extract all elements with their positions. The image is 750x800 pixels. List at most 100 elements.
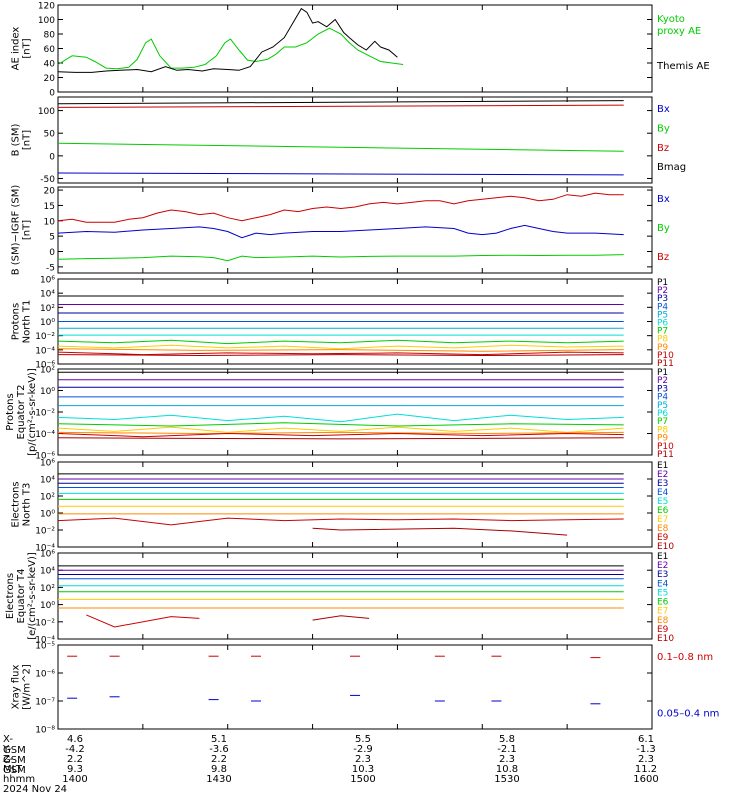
y-tick-label: 15 <box>44 202 55 212</box>
y-tick-label: 10⁻² <box>35 332 55 342</box>
y-axis-label: [e/(cm²-s-sr-keV)] <box>27 552 38 640</box>
y-tick-label: 10² <box>40 493 55 503</box>
legend-label: P6 <box>657 319 668 329</box>
footer-value: 1430 <box>206 774 232 785</box>
y-tick-label: 10⁻⁴ <box>35 544 55 554</box>
legend-label: P7 <box>657 417 668 427</box>
panel-frame <box>57 368 653 456</box>
y-axis-label: Protons <box>5 393 16 430</box>
series-line <box>57 348 624 352</box>
legend-label: 0.05–0.4 nm <box>657 709 719 720</box>
series-line <box>57 431 624 435</box>
legend-label: Bz <box>657 143 669 154</box>
legend-label: P11 <box>657 359 674 369</box>
footer-value: 2.3 <box>638 754 654 765</box>
y-tick-label: 10⁴ <box>40 476 55 486</box>
y-tick-label: 20 <box>44 74 56 84</box>
legend-label: P9 <box>657 343 668 353</box>
legend-label: proxy AE <box>657 26 701 37</box>
series-line <box>57 254 624 262</box>
series-line <box>86 614 200 628</box>
legend-label: By <box>657 123 670 134</box>
legend-label: E1 <box>657 552 668 562</box>
legend-label: By <box>657 223 670 234</box>
y-tick-label: 10⁻⁸ <box>35 726 55 735</box>
y-tick-label: 0 <box>49 152 55 162</box>
footer-value: -1.3 <box>636 744 656 755</box>
y-tick-label: 10⁰ <box>40 601 55 611</box>
footer-value: -3.6 <box>209 744 229 755</box>
footer-label: Y-GSM <box>3 744 26 766</box>
footer-value: 2.2 <box>67 754 83 765</box>
y-axis-label: Equator T2 <box>16 385 27 440</box>
legend-label: E5 <box>657 588 668 598</box>
y-tick-label: 60 <box>44 45 56 55</box>
series-line <box>57 517 624 526</box>
legend-label: P8 <box>657 425 668 435</box>
y-tick-label: 10⁶ <box>40 550 55 560</box>
legend-label: P8 <box>657 335 668 345</box>
legend-label: E3 <box>657 570 668 580</box>
legend-label: E4 <box>657 579 669 589</box>
legend-label: E4 <box>657 488 669 498</box>
y-tick-label: 100 <box>38 16 55 26</box>
legend-label: E9 <box>657 625 669 635</box>
series-line <box>57 100 624 105</box>
legend-label: E3 <box>657 479 668 489</box>
series-line <box>57 142 624 152</box>
panel-frame <box>57 186 653 274</box>
panel-frame <box>57 644 653 730</box>
y-tick-label: 50 <box>44 130 56 140</box>
series-line <box>312 615 370 621</box>
y-tick-label: 10⁻² <box>35 409 55 419</box>
legend-label: E9 <box>657 533 669 543</box>
footer-value: -2.9 <box>353 744 373 755</box>
y-axis-label: AE index <box>11 27 22 71</box>
footer-label: X-GSM <box>3 734 26 756</box>
series-line <box>312 527 568 536</box>
series-line <box>57 432 624 438</box>
legend-label: E6 <box>657 506 669 516</box>
y-tick-label: 120 <box>38 2 55 12</box>
legend-label: Kyoto <box>657 14 685 25</box>
panel-frame <box>57 96 653 184</box>
series-line <box>57 344 624 350</box>
y-tick-label: 0 <box>49 248 55 258</box>
footer-value: 5.8 <box>499 734 515 745</box>
y-tick-label: 0 <box>49 89 55 99</box>
footer-label: Z-GSM <box>3 754 26 776</box>
footer-value: 1530 <box>494 774 520 785</box>
series-line <box>57 437 624 440</box>
y-axis-label: Electrons <box>5 573 16 619</box>
legend-label: Bx <box>657 194 670 205</box>
y-tick-label: 10⁶ <box>40 459 55 469</box>
legend-label: P2 <box>657 286 668 296</box>
orbit-footer-table: X-GSM 4.6 5.1 5.5 5.8 6.1 Y-GSM -4.2 -3.… <box>0 734 750 800</box>
y-tick-label: 10² <box>40 366 55 376</box>
series-line <box>57 413 624 423</box>
legend-label: Bz <box>657 252 669 263</box>
legend-label: P10 <box>657 442 674 452</box>
legend-label: P2 <box>657 376 668 386</box>
footer-value: 2.3 <box>499 754 515 765</box>
series-line <box>57 351 624 356</box>
legend-label: P5 <box>657 310 668 320</box>
legend-label: P9 <box>657 434 668 444</box>
legend-label: E7 <box>657 607 668 617</box>
footer-date: 2024 Nov 24 <box>3 784 68 795</box>
legend-label: Themis AE <box>656 61 710 72</box>
legend-label: E6 <box>657 598 669 608</box>
y-tick-label: 10⁻⁴ <box>35 430 55 440</box>
legend-label: P5 <box>657 401 668 411</box>
y-tick-label: 10⁻² <box>35 618 55 628</box>
y-axis-label: [nT] <box>22 220 33 240</box>
legend-label: E8 <box>657 616 669 626</box>
footer-value: 1600 <box>633 774 659 785</box>
legend-label: P3 <box>657 384 668 394</box>
series-line <box>57 426 624 433</box>
legend-label: P1 <box>657 368 668 378</box>
y-tick-label: 10⁰ <box>40 318 55 328</box>
legend-label: P1 <box>657 278 668 288</box>
series-line <box>57 27 404 70</box>
y-axis-label: [nT] <box>22 130 33 150</box>
